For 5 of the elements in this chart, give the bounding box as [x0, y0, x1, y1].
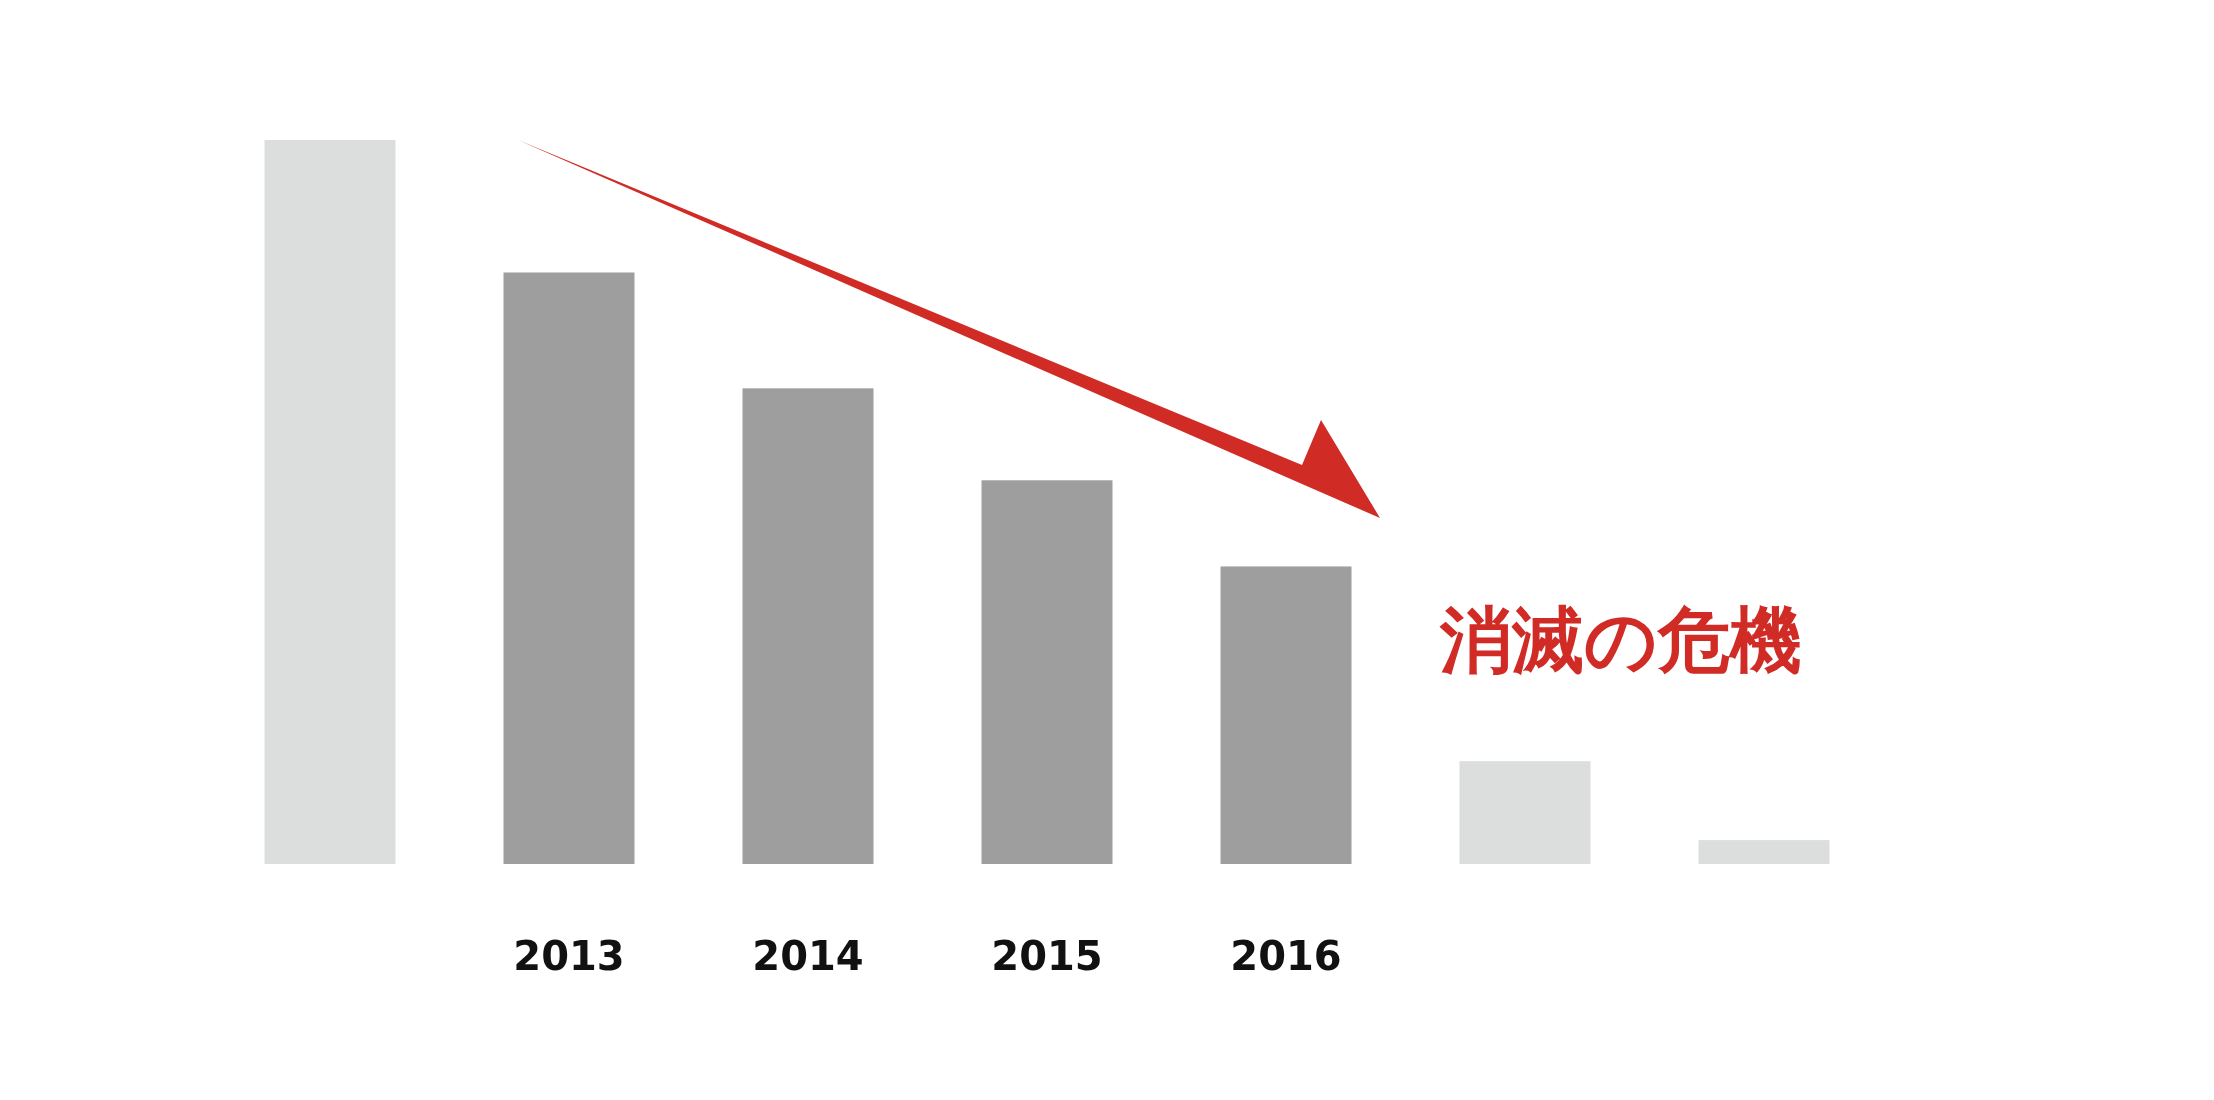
- x-tick-label: 2015: [991, 933, 1103, 979]
- x-tick-label: 2014: [752, 933, 864, 979]
- annotation: 消滅の危機: [1439, 598, 1802, 682]
- x-tick-label: 2016: [1230, 933, 1342, 979]
- x-tick-label: 2013: [513, 933, 625, 979]
